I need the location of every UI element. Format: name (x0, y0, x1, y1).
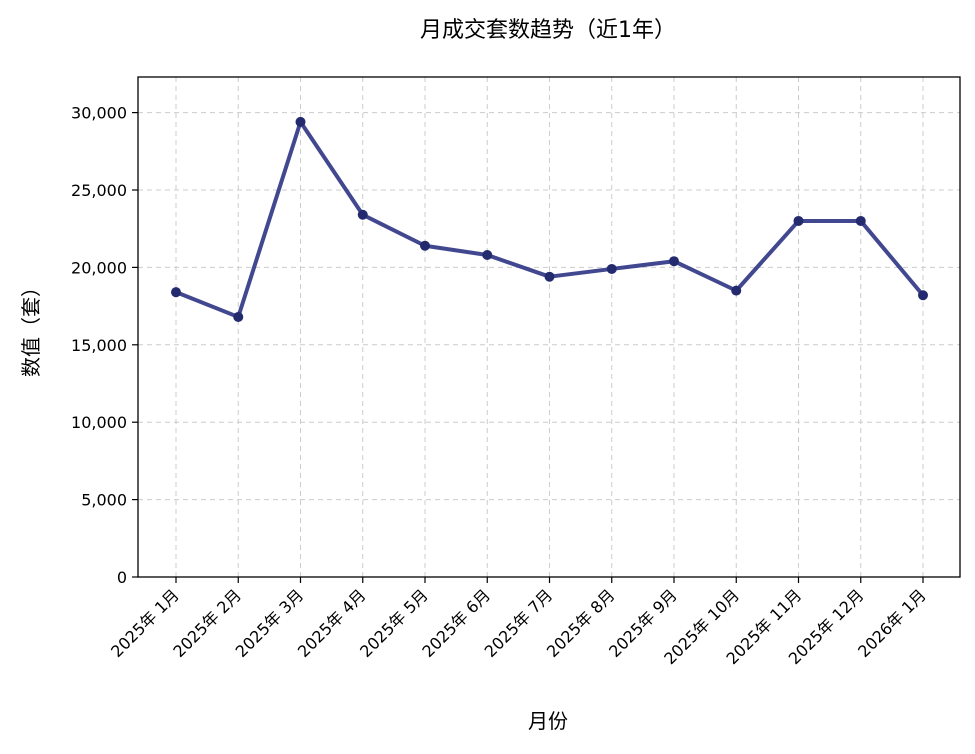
plot-frame (137, 76, 961, 578)
data-point (793, 215, 804, 226)
data-point (855, 215, 866, 226)
data-point (606, 263, 617, 274)
data-point (357, 209, 368, 220)
data-point (171, 287, 181, 298)
x-axis-label: 月份 (528, 709, 568, 733)
y-tick-label: 30,000 (71, 104, 127, 123)
y-tick-label: 0 (117, 568, 127, 587)
data-point (731, 285, 742, 296)
data-point (918, 290, 928, 301)
data-point (544, 271, 555, 282)
y-tick-label: 25,000 (71, 181, 127, 200)
data-point (420, 240, 430, 251)
chart-title: 月成交套数趋势（近1年） (420, 18, 676, 43)
y-axis-label: 数值（套） (19, 277, 43, 377)
y-tick-label: 20,000 (71, 258, 127, 277)
grid (138, 77, 960, 578)
y-tick-label: 10,000 (71, 413, 127, 432)
y-tick-label: 15,000 (71, 336, 127, 355)
data-point (482, 250, 493, 261)
data-point (233, 311, 244, 322)
series-layer (171, 116, 928, 322)
data-point (669, 256, 679, 267)
data-point (295, 116, 306, 127)
y-tick-label: 5,000 (81, 491, 127, 510)
